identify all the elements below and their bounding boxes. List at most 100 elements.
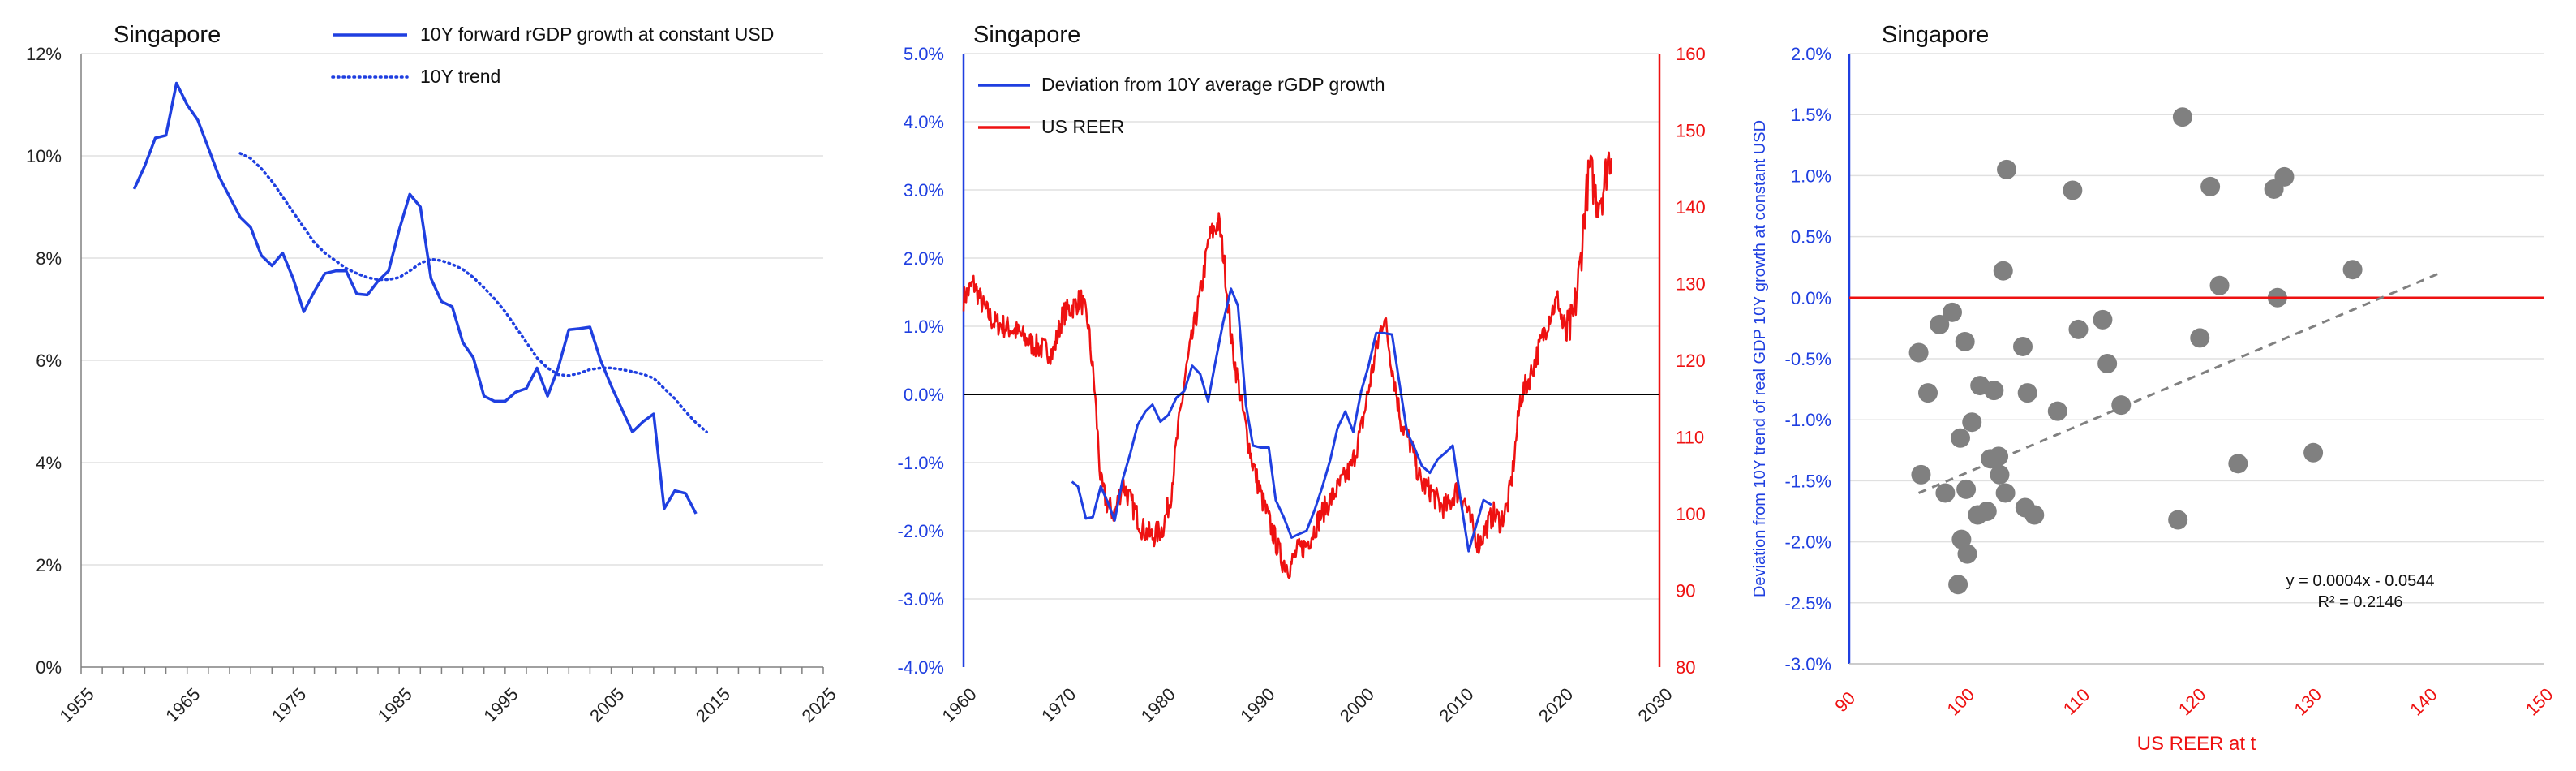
legend-label: 10Y trend <box>420 66 500 87</box>
trendline-r2: R² = 0.2146 <box>2317 593 2402 611</box>
scatter-point <box>1951 529 1972 549</box>
scatter-point <box>2209 275 2230 295</box>
scatter-point <box>2047 401 2067 421</box>
y-tick-label: 0% <box>36 657 62 678</box>
y-left-tick-label: 0.0% <box>904 385 944 405</box>
x-tick-label: 2030 <box>1634 684 1677 726</box>
scatter-point <box>2172 107 2192 127</box>
scatter-point <box>1911 464 1931 485</box>
chart-2-deviation-vs-reer: -4.0% -3.0% -2.0% -1.0% 0.0% 1.0% 2.0% 3.0% 4.0%… <box>898 22 1706 726</box>
x-tick-label: 120 <box>2175 684 2210 720</box>
chart-title: Singapore <box>973 22 1080 48</box>
y-left-tick-label: -3.0% <box>898 589 944 609</box>
scatter-point <box>2274 166 2295 187</box>
y-tick-label: 12% <box>26 44 62 64</box>
y-tick-label: -1.5% <box>1785 471 1831 491</box>
legend-label: Deviation from 10Y average rGDP growth <box>1041 74 1385 95</box>
scatter-point <box>2228 454 2248 474</box>
x-tick-label: 1965 <box>161 684 204 726</box>
x-tick-label: 1970 <box>1037 684 1080 726</box>
x-tick-label: 130 <box>2290 684 2326 720</box>
x-tick-label: 2005 <box>586 684 628 726</box>
y-tick-label: 0.0% <box>1791 288 1831 308</box>
x-tick-label: 110 <box>2059 684 2093 718</box>
scatter-point <box>2013 336 2033 356</box>
chart-3-reer-scatter: -3.0% -2.5% -2.0% -1.5% -1.0% -0.5% 0.0% 0.5% 1.… <box>1751 22 2557 755</box>
y-tick-label: 10% <box>26 146 62 166</box>
x-tick-label: 1995 <box>479 684 522 726</box>
y-tick-label: 6% <box>36 351 62 371</box>
x-tick-label: 2015 <box>692 684 734 726</box>
x-tick-label: 1990 <box>1236 684 1278 726</box>
y-right-tick-label: 100 <box>1676 504 1706 524</box>
y-tick-label: -3.0% <box>1785 654 1831 674</box>
y-tick-label: -2.5% <box>1785 593 1831 614</box>
x-tick-label: 150 <box>2522 684 2557 720</box>
x-tick-label: 1975 <box>268 684 310 726</box>
x-tick-label: 140 <box>2406 684 2441 720</box>
scatter-point <box>1948 575 1968 595</box>
y-right-tick-label: 160 <box>1676 44 1706 64</box>
y-right-tick-label: 80 <box>1676 657 1695 678</box>
y-tick-label: 8% <box>36 248 62 269</box>
y-right-tick-label: 140 <box>1676 197 1706 218</box>
scatter-point <box>1989 446 2009 467</box>
y-axis-label: Deviation from 10Y trend of real GDP 10Y… <box>1751 120 1769 597</box>
scatter-point <box>1942 302 1962 322</box>
series-forward-growth-line <box>132 81 698 515</box>
y-left-tick-label: 3.0% <box>904 180 944 200</box>
scatter-point <box>1955 331 1975 351</box>
scatter-point <box>1993 261 2013 281</box>
y-right-tick-label: 90 <box>1676 581 1695 601</box>
scatter-point <box>1918 383 1938 403</box>
scatter-point <box>2017 383 2037 403</box>
scatter-point <box>2063 180 2083 200</box>
trendline <box>1918 272 2441 494</box>
scatter-point <box>2190 328 2210 348</box>
y-tick-label: 2% <box>36 555 62 575</box>
x-tick-label: 100 <box>1943 684 1979 720</box>
x-tick-label: 2010 <box>1435 684 1477 726</box>
scatter-point <box>1997 159 2017 179</box>
legend-label: US REER <box>1041 116 1124 137</box>
scatter-point <box>1935 483 1956 503</box>
y-right-tick-label: 150 <box>1676 121 1706 141</box>
scatter-point <box>2342 260 2363 280</box>
scatter-point <box>1956 479 1977 499</box>
y-tick-label: -2.0% <box>1785 532 1831 553</box>
x-tick-label: 1985 <box>374 684 416 726</box>
y-left-tick-label: 1.0% <box>904 317 944 337</box>
y-left-tick-label: -2.0% <box>898 521 944 541</box>
scatter-point <box>1990 464 2010 485</box>
y-tick-label: -0.5% <box>1785 349 1831 369</box>
scatter-point <box>1984 381 2004 401</box>
series-deviation-line <box>1071 287 1492 553</box>
scatter-point <box>1962 412 1982 433</box>
y-tick-label: -1.0% <box>1785 410 1831 430</box>
scatter-point <box>1995 483 2016 503</box>
scatter-point <box>1957 544 1977 564</box>
x-tick-label: 90 <box>1831 687 1859 716</box>
scatter-point <box>1977 502 1997 521</box>
chart-title: Singapore <box>114 22 221 48</box>
y-right-tick-label: 130 <box>1676 274 1706 295</box>
x-tick-label: 1980 <box>1137 684 1179 726</box>
x-tick-label: 2025 <box>798 684 840 726</box>
scatter-point <box>2093 309 2113 330</box>
series-us-reer-line <box>962 151 1613 579</box>
scatter-point <box>2111 395 2132 416</box>
y-left-tick-label: -1.0% <box>898 453 944 473</box>
trendline-equation: y = 0.0004x - 0.0544 <box>2286 572 2435 590</box>
scatter-point <box>2200 176 2221 196</box>
y-left-tick-label: 4.0% <box>904 112 944 132</box>
legend-label: 10Y forward rGDP growth at constant USD <box>420 24 774 45</box>
scatter-point <box>2168 510 2188 530</box>
series-trend-line <box>238 152 708 433</box>
y-tick-label: 0.5% <box>1791 227 1831 248</box>
scatter-point <box>1908 342 1929 363</box>
x-axis-label: US REER at t <box>2137 733 2256 755</box>
y-right-tick-label: 120 <box>1676 351 1706 371</box>
x-tick-label: 1960 <box>938 684 981 726</box>
scatter-point <box>2097 354 2118 374</box>
